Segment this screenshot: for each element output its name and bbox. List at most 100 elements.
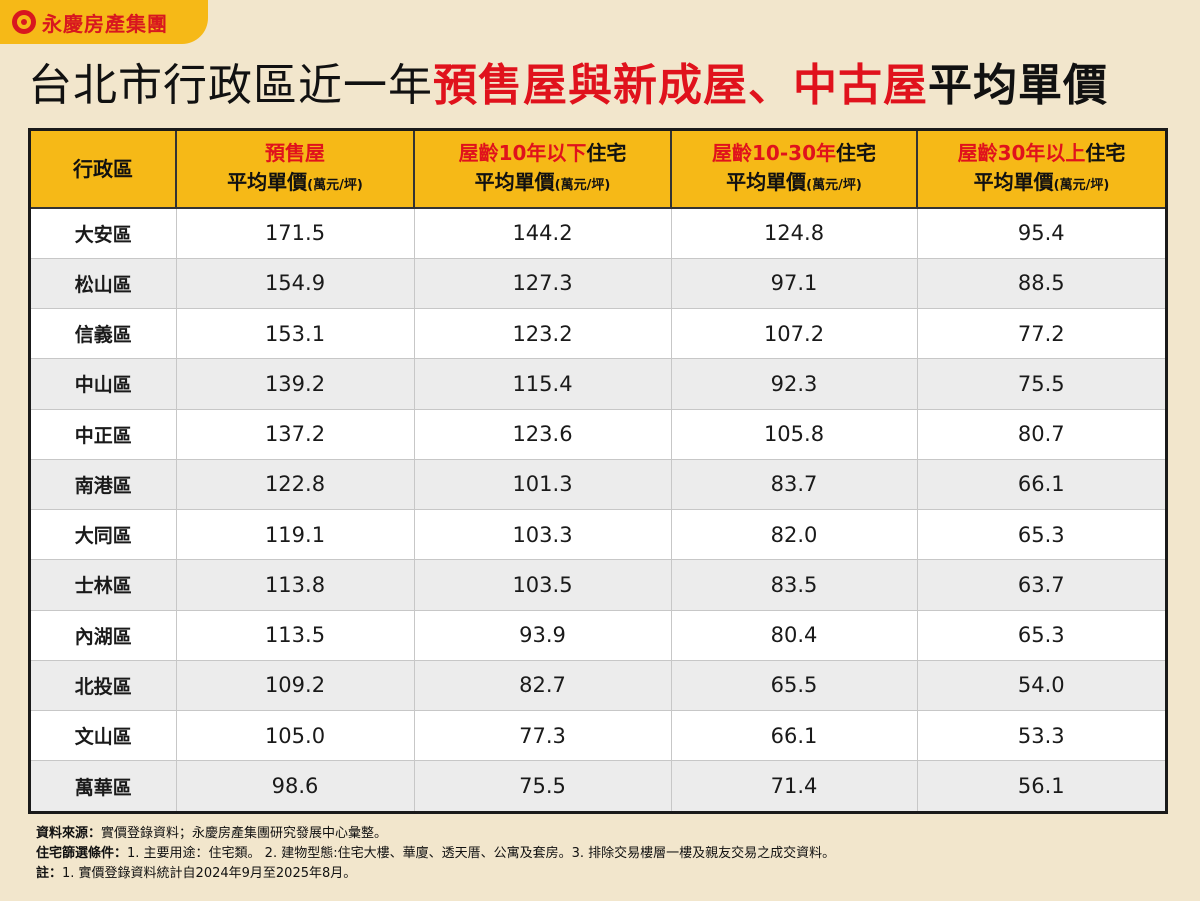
title-part-2: 預售屋與新成屋、中古屋: [433, 60, 928, 111]
footnote-note-label: 註：: [36, 866, 63, 881]
price-cell: 113.8: [176, 559, 415, 611]
header-col-1-line2: 平均單價(萬元/坪): [177, 168, 413, 200]
table-row: 中山區 139.2 115.4 92.3 75.5: [31, 358, 1165, 410]
price-cell: 105.0: [176, 710, 415, 762]
table-body: 大安區 171.5 144.2 124.8 95.4 松山區 154.9 127.3 97.1 8…: [31, 208, 1165, 811]
table-row: 萬華區 98.6 75.5 71.4 56.1: [31, 760, 1165, 811]
header-col-4-line2: 平均單價(萬元/坪): [918, 168, 1165, 200]
price-cell: 115.4: [414, 358, 672, 410]
table-row: 大同區 119.1 103.3 82.0 65.3: [31, 509, 1165, 561]
price-cell: 103.5: [414, 559, 672, 611]
price-cell: 139.2: [176, 358, 415, 410]
table-row: 士林區 113.8 103.5 83.5 63.7: [31, 559, 1165, 611]
district-cell: 中正區: [31, 409, 177, 460]
header-col-4-line1: 屋齡30年以上住宅: [918, 139, 1165, 168]
brand-badge: 永慶房產集團: [0, 0, 208, 44]
price-cell: 105.8: [671, 409, 918, 460]
header-col-4-label-black: 住宅: [1085, 140, 1126, 165]
price-cell: 82.0: [671, 509, 918, 561]
header-col-4-metric: 平均單價: [973, 169, 1054, 194]
footnote-filter-text: 1. 主要用途：住宅類。 2. 建物型態:住宅大樓、華廈、透天厝、公寓及套房。3…: [127, 846, 836, 861]
price-cell: 109.2: [176, 660, 415, 712]
price-cell: 75.5: [917, 358, 1165, 410]
price-table: 行政區 預售屋 平均單價(萬元/坪) 屋齡10年以下住宅 平均單價(萬元/坪) 屋齡10…: [31, 131, 1165, 811]
price-cell: 95.4: [917, 208, 1165, 259]
header-col-1-unit: (萬元/坪): [307, 177, 363, 193]
table-row: 中正區 137.2 123.6 105.8 80.7: [31, 409, 1165, 460]
footnote-source: 資料來源：實價登錄資料；永慶房產集團研究發展中心彙整。: [36, 824, 1176, 844]
price-cell: 83.5: [671, 559, 918, 611]
price-cell: 56.1: [917, 760, 1165, 811]
brand-logo-icon: [12, 10, 36, 34]
table-row: 南港區 122.8 101.3 83.7 66.1: [31, 459, 1165, 511]
district-cell: 士林區: [31, 559, 177, 611]
price-cell: 123.2: [414, 308, 672, 360]
table-row: 信義區 153.1 123.2 107.2 77.2: [31, 308, 1165, 360]
price-cell: 75.5: [414, 760, 672, 811]
price-cell: 88.5: [917, 258, 1165, 310]
header-col-2-unit: (萬元/坪): [554, 177, 611, 193]
footnote-filter-label: 住宅篩選條件：: [36, 846, 128, 861]
header-col-2: 屋齡10年以下住宅 平均單價(萬元/坪): [414, 131, 672, 209]
header-col-3-metric: 平均單價: [726, 169, 807, 194]
price-cell: 93.9: [414, 610, 672, 661]
header-col-2-label-black: 住宅: [586, 140, 627, 165]
price-cell: 65.3: [917, 610, 1165, 661]
price-cell: 53.3: [917, 710, 1165, 762]
district-cell: 中山區: [31, 358, 177, 410]
price-cell: 119.1: [176, 509, 415, 561]
brand-name: 永慶房產集團: [42, 11, 168, 36]
price-cell: 171.5: [176, 208, 415, 259]
header-col-2-label-red: 屋齡10年以下: [458, 140, 587, 165]
title-part-1: 台北市行政區近一年: [28, 60, 433, 111]
price-cell: 154.9: [176, 258, 415, 310]
footnote-note: 註：1. 實價登錄資料統計自2024年9月至2025年8月。: [36, 864, 1176, 884]
footnote-source-label: 資料來源：: [36, 826, 102, 841]
price-cell: 107.2: [671, 308, 918, 360]
header-col-3-line2: 平均單價(萬元/坪): [672, 168, 916, 200]
price-cell: 137.2: [176, 409, 415, 460]
price-cell: 98.6: [176, 760, 415, 811]
price-cell: 77.2: [917, 308, 1165, 360]
price-cell: 65.3: [917, 509, 1165, 561]
price-cell: 144.2: [414, 208, 672, 259]
district-cell: 信義區: [31, 308, 177, 360]
district-cell: 松山區: [31, 258, 177, 310]
price-cell: 54.0: [917, 660, 1165, 712]
footnotes: 資料來源：實價登錄資料；永慶房產集團研究發展中心彙整。 住宅篩選條件：1. 主要…: [36, 824, 1176, 884]
header-col-3-label-red: 屋齡10-30年: [712, 140, 836, 165]
price-cell: 103.3: [414, 509, 672, 561]
price-cell: 77.3: [414, 710, 672, 762]
header-col-1: 預售屋 平均單價(萬元/坪): [176, 131, 415, 209]
footnote-filter: 住宅篩選條件：1. 主要用途：住宅類。 2. 建物型態:住宅大樓、華廈、透天厝、…: [36, 844, 1176, 864]
price-cell: 82.7: [414, 660, 672, 712]
price-cell: 127.3: [414, 258, 672, 310]
table-row: 大安區 171.5 144.2 124.8 95.4: [31, 208, 1165, 259]
price-table-container: 行政區 預售屋 平均單價(萬元/坪) 屋齡10年以下住宅 平均單價(萬元/坪) 屋齡10…: [28, 128, 1168, 814]
table-row: 文山區 105.0 77.3 66.1 53.3: [31, 710, 1165, 762]
price-cell: 113.5: [176, 610, 415, 661]
header-col-1-metric: 平均單價: [227, 169, 308, 194]
price-cell: 124.8: [671, 208, 918, 259]
header-col-2-line2: 平均單價(萬元/坪): [415, 168, 670, 200]
price-cell: 101.3: [414, 459, 672, 511]
price-cell: 71.4: [671, 760, 918, 811]
price-cell: 65.5: [671, 660, 918, 712]
district-cell: 大安區: [31, 208, 177, 259]
header-col-3: 屋齡10-30年住宅 平均單價(萬元/坪): [671, 131, 918, 209]
header-col-3-line1: 屋齡10-30年住宅: [672, 139, 916, 168]
header-col-4-label-red: 屋齡30年以上: [957, 140, 1086, 165]
price-cell: 153.1: [176, 308, 415, 360]
price-cell: 80.4: [671, 610, 918, 661]
district-cell: 北投區: [31, 660, 177, 712]
title-part-3: 平均單價: [928, 60, 1108, 111]
district-cell: 內湖區: [31, 610, 177, 661]
table-row: 松山區 154.9 127.3 97.1 88.5: [31, 258, 1165, 310]
price-cell: 122.8: [176, 459, 415, 511]
district-cell: 萬華區: [31, 760, 177, 811]
header-col-4-unit: (萬元/坪): [1053, 177, 1110, 193]
header-col-2-line1: 屋齡10年以下住宅: [415, 139, 670, 168]
price-cell: 123.6: [414, 409, 672, 460]
price-cell: 66.1: [917, 459, 1165, 511]
table-header-row: 行政區 預售屋 平均單價(萬元/坪) 屋齡10年以下住宅 平均單價(萬元/坪) 屋齡10…: [31, 131, 1165, 209]
